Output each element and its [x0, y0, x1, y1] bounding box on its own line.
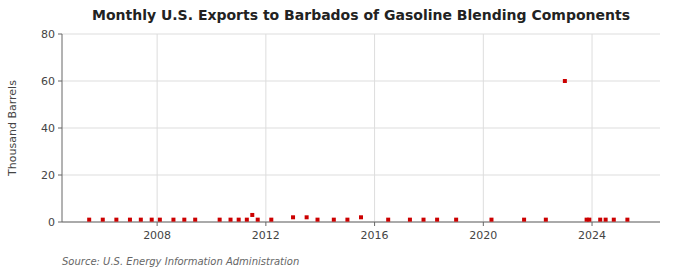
x-tick	[265, 222, 266, 226]
point	[291, 215, 295, 219]
x-grid-line	[483, 34, 484, 222]
y-grid-line	[62, 175, 660, 176]
title: Monthly U.S. Exports to Barbados of Gaso…	[92, 7, 630, 23]
point	[87, 218, 91, 222]
point	[544, 218, 548, 222]
point	[435, 218, 439, 222]
point	[408, 218, 412, 222]
y-tick-label: 80	[41, 28, 55, 41]
point	[522, 218, 526, 222]
y-tick	[58, 222, 62, 223]
x-tick-label: 2012	[252, 229, 280, 242]
y-tick-label: 20	[41, 169, 55, 182]
chart: Monthly U.S. Exports to Barbados of Gaso…	[0, 0, 675, 275]
x-grid-line	[265, 34, 266, 222]
point	[332, 218, 336, 222]
point	[250, 213, 254, 217]
y-tick	[58, 34, 62, 35]
y-axis-label: Thousand Barrels	[6, 80, 19, 177]
point	[587, 218, 591, 222]
point	[604, 218, 608, 222]
source-note: Source: U.S. Energy Information Administ…	[62, 256, 299, 267]
point	[489, 218, 493, 222]
x-tick	[592, 222, 593, 226]
point	[182, 218, 186, 222]
point	[101, 218, 105, 222]
point	[454, 218, 458, 222]
point	[245, 218, 249, 222]
x-tick	[374, 222, 375, 226]
point	[422, 218, 426, 222]
point	[128, 218, 132, 222]
point	[612, 218, 616, 222]
point	[256, 218, 260, 222]
point	[386, 218, 390, 222]
points	[87, 79, 629, 222]
point	[563, 79, 567, 83]
x-grid-line	[592, 34, 593, 222]
point	[237, 218, 241, 222]
x-grid-line	[374, 34, 375, 222]
point	[158, 218, 162, 222]
x-grid-line	[157, 34, 158, 222]
point	[345, 218, 349, 222]
point	[625, 218, 629, 222]
point	[316, 218, 320, 222]
point	[598, 218, 602, 222]
y-grid-line	[62, 128, 660, 129]
point	[229, 218, 233, 222]
x-tick-label: 2024	[578, 229, 606, 242]
point	[139, 218, 143, 222]
grid	[62, 34, 660, 222]
y-grid-line	[62, 34, 660, 35]
point	[218, 218, 222, 222]
point	[193, 218, 197, 222]
x-tick	[157, 222, 158, 226]
x-tick-label: 2020	[469, 229, 497, 242]
y-tick-label: 0	[48, 216, 55, 229]
point	[269, 218, 273, 222]
point	[150, 218, 154, 222]
y-tick	[58, 128, 62, 129]
y-grid-line	[62, 81, 660, 82]
y-tick-label: 60	[41, 75, 55, 88]
y-tick	[58, 175, 62, 176]
x-tick-label: 2008	[143, 229, 171, 242]
point	[305, 215, 309, 219]
x-tick-label: 2016	[361, 229, 389, 242]
point	[114, 218, 118, 222]
y-tick-label: 40	[41, 122, 55, 135]
point	[359, 215, 363, 219]
x-tick	[483, 222, 484, 226]
point	[171, 218, 175, 222]
y-tick	[58, 81, 62, 82]
